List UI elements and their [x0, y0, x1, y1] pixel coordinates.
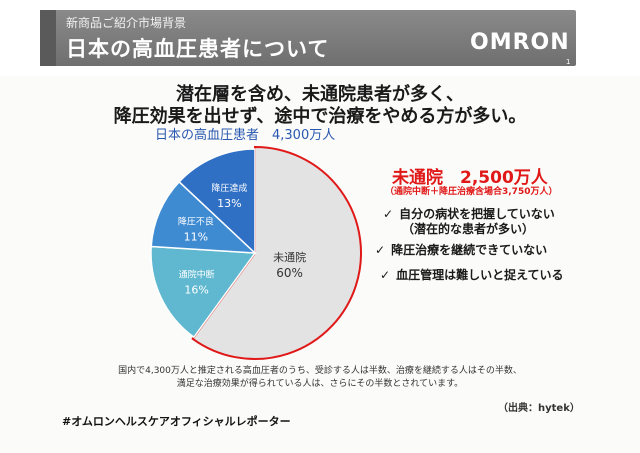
omron-logo: OMRON [470, 30, 570, 55]
callout-subtitle: （通院中断＋降圧治療含場合3,750万人） [385, 187, 558, 197]
footnote-line-2: 満足な治療効果が得られている人は、さらにその半数とされています。 [176, 379, 464, 389]
check-icon: ✓ [383, 207, 394, 221]
header-bar [0, 0, 640, 76]
bullet-item-1-cont: （潜在的な患者が多い） [402, 222, 535, 236]
pie-slice-1 [191, 145, 362, 360]
headline-line-1: 潜在層を含め、未通院患者が多く、 [176, 84, 464, 105]
hashtag: #オムロンヘルスケアオフィシャルレポーター [62, 415, 291, 428]
pie-label-4: 降圧達成 [211, 182, 247, 194]
page-title: 日本の高血圧患者について [66, 37, 330, 61]
pie-slices [150, 145, 362, 360]
pie-label-3: 降圧不良 [178, 215, 214, 227]
source-citation: （出典：hytek） [498, 403, 580, 414]
bullet-item-2: ✓ 降圧治療を継続できていない [375, 241, 547, 258]
bullet-text-3: 血圧管理は難しいと捉えている [396, 268, 564, 282]
pie-label-2: 通院中断 [179, 268, 215, 280]
bullet-text-1: 自分の病状を把握していない [399, 207, 555, 221]
page-number: 1 [566, 58, 571, 66]
pie-label-1: 未通院 [273, 250, 306, 264]
header-band [40, 10, 576, 66]
bullet-item-1: ✓ 自分の病状を把握していない [383, 205, 555, 222]
bullet-text-2: 降圧治療を継続できていない [391, 243, 548, 257]
bullet-item-3: ✓ 血圧管理は難しいと捉えている [380, 266, 563, 283]
pie-slice-4 [178, 148, 256, 255]
pie-slice-2 [150, 245, 257, 339]
chart-title: 日本の高血圧患者 4,300万人 [155, 128, 336, 143]
header-band-accent [40, 10, 56, 66]
pie-value-3: 11% [184, 230, 208, 243]
pie-value-4: 13% [217, 197, 241, 210]
callout-title: 未通院 2,500万人 [392, 168, 548, 188]
pie-labels: 未通院 60% 通院中断 16% 降圧不良 11% 降圧達成 13% [178, 182, 306, 297]
header-subtitle: 新商品ご紹介市場背景 [66, 16, 187, 30]
pie-value-2: 16% [184, 283, 208, 296]
footnote-line-1: 国内で4,300万人と推定される高血圧者のうち、受診する人は半数、治療を継続する… [118, 366, 522, 376]
headline-line-2: 降圧効果を出せず、途中で治療をやめる方が多い。 [113, 106, 527, 127]
pie-slice-3 [150, 180, 258, 254]
pie-value-1: 60% [276, 266, 303, 280]
check-icon: ✓ [375, 243, 386, 257]
check-icon: ✓ [380, 268, 391, 282]
